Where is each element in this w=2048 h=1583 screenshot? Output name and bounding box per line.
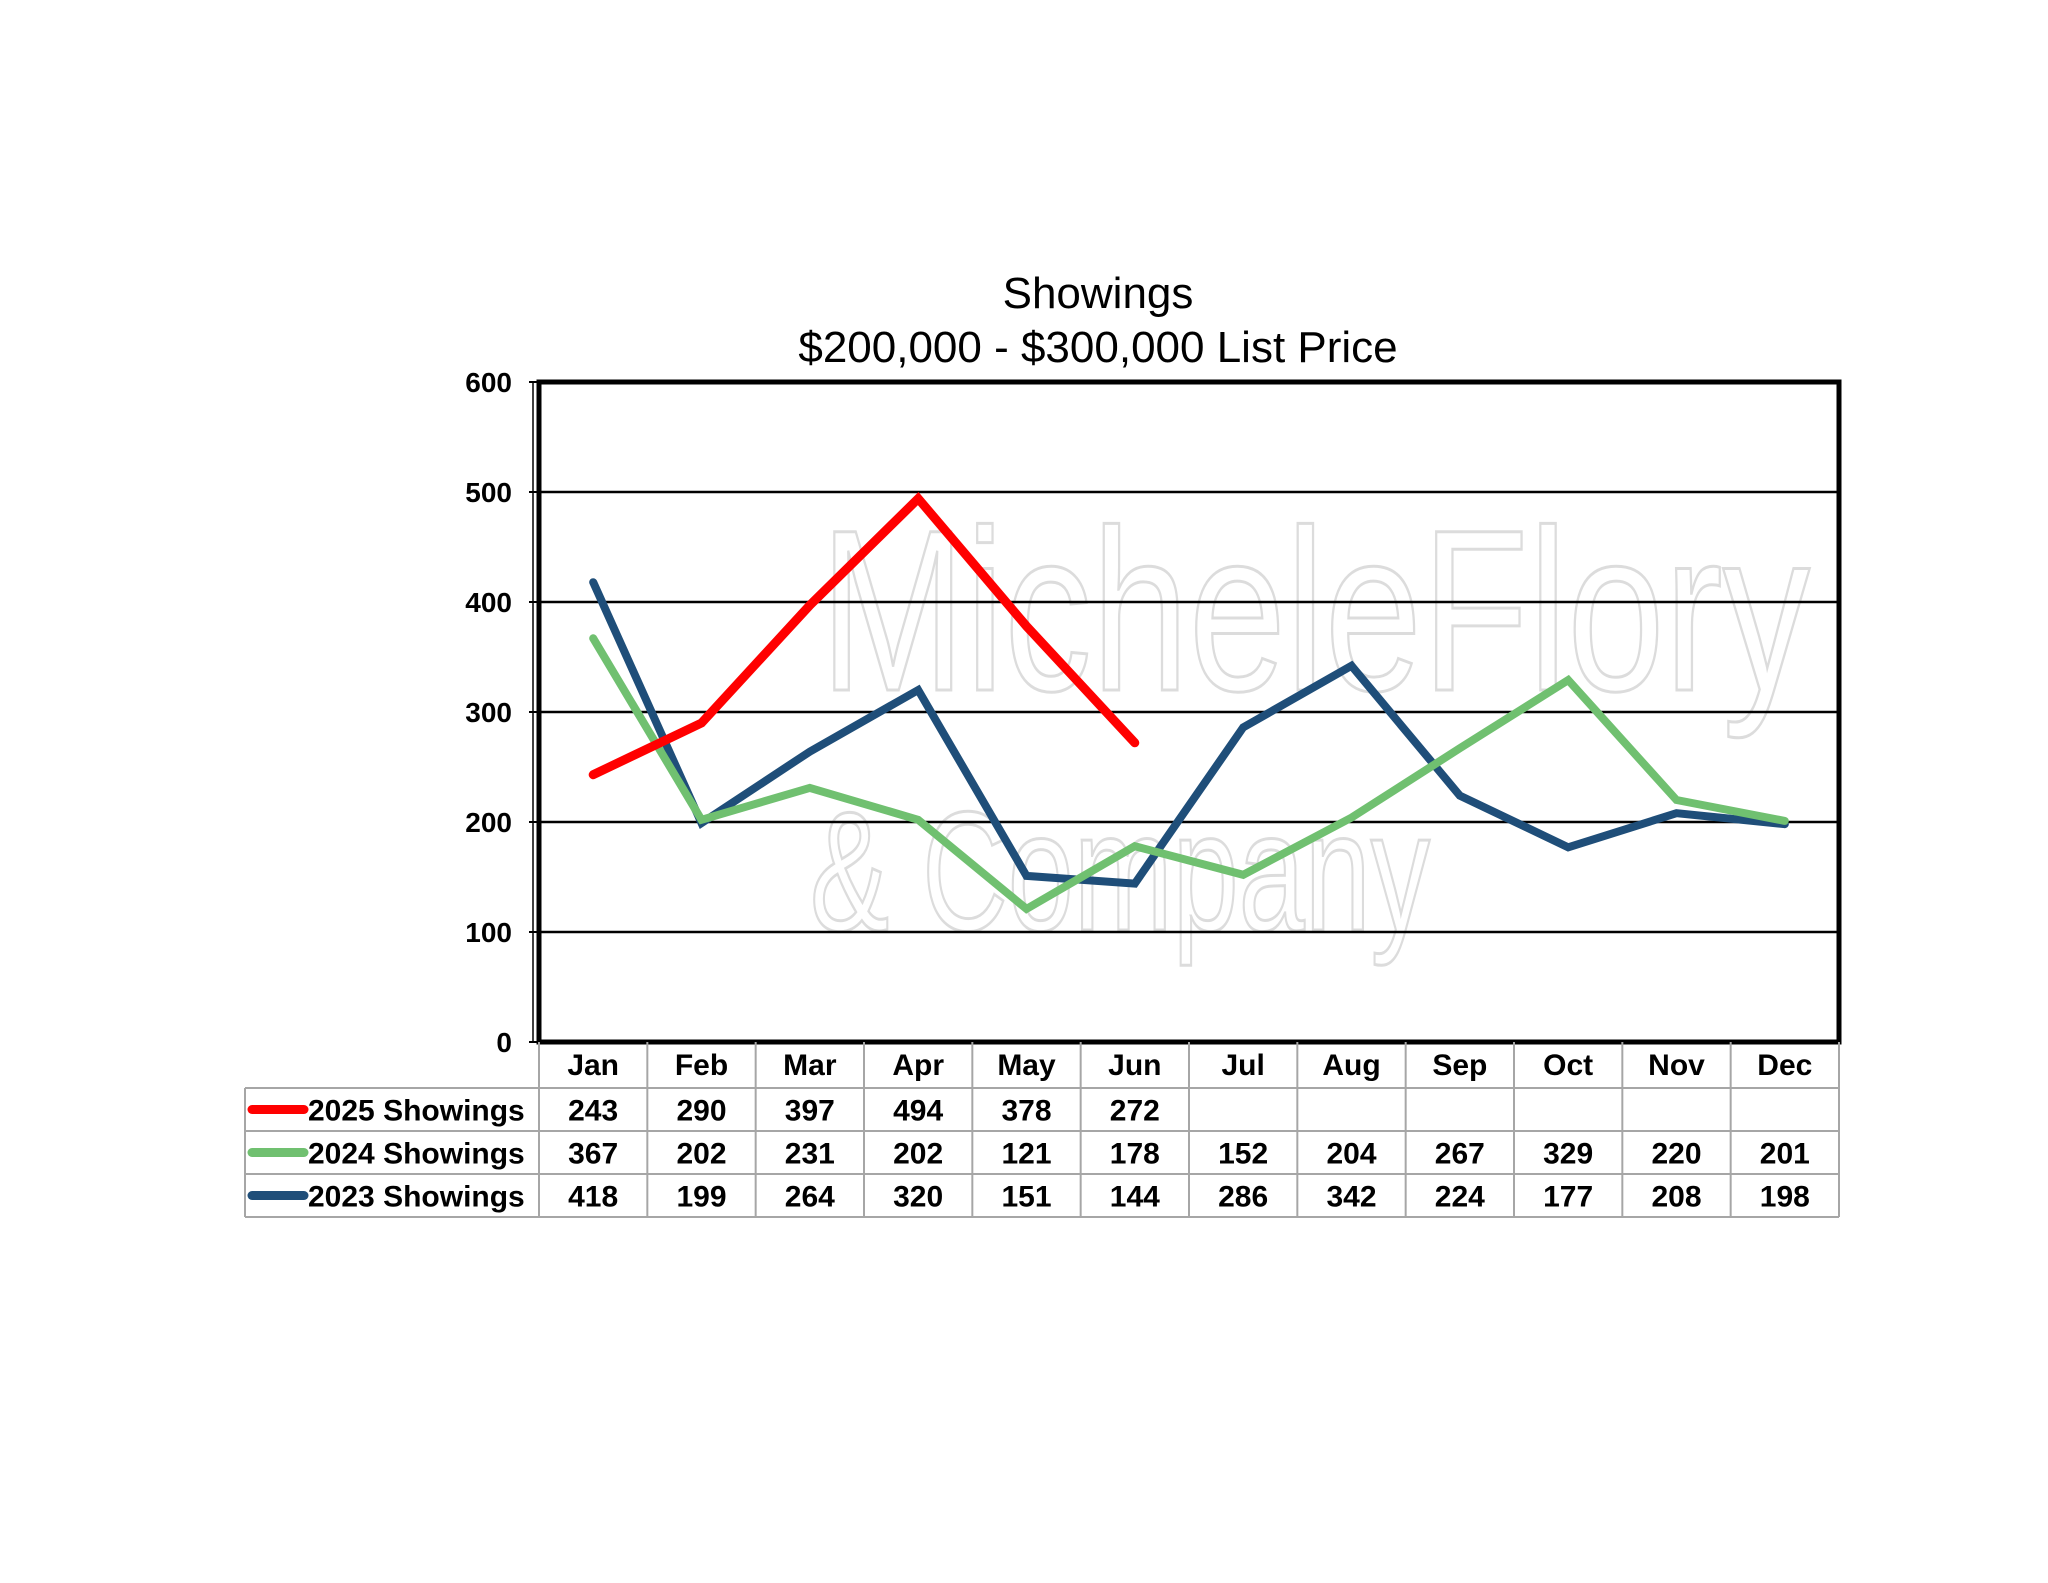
x-tick-label-aug: Aug <box>1322 1049 1380 1082</box>
x-tick-label-jun: Jun <box>1108 1049 1161 1082</box>
table-cell-2023-showings-oct: 177 <box>1543 1181 1593 1214</box>
table-cell-2023-showings-feb: 199 <box>676 1181 726 1214</box>
table-cell-2023-showings-nov: 208 <box>1651 1181 1701 1214</box>
x-tick-label-sep: Sep <box>1432 1049 1487 1082</box>
x-tick-label-apr: Apr <box>892 1049 944 1082</box>
table-cell-2024-showings-mar: 231 <box>785 1138 835 1171</box>
table-cell-2024-showings-dec: 201 <box>1760 1138 1810 1171</box>
x-tick-label-jul: Jul <box>1221 1049 1264 1082</box>
x-tick-label-jan: Jan <box>567 1049 619 1082</box>
legend-label-2025-showings: 2025 Showings <box>308 1095 525 1128</box>
watermark-line1: MicheleFlory <box>820 482 1810 739</box>
x-tick-label-may: May <box>997 1049 1056 1082</box>
x-tick-label-feb: Feb <box>675 1049 728 1082</box>
table-cell-2023-showings-dec: 198 <box>1760 1181 1810 1214</box>
y-tick-label-0: 0 <box>496 1027 512 1058</box>
series-lines <box>588 491 1789 914</box>
table-cell-2025-showings-jun: 272 <box>1110 1095 1160 1128</box>
table-cell-2025-showings-jan: 243 <box>568 1095 618 1128</box>
table-cell-2023-showings-may: 151 <box>1001 1181 1051 1214</box>
watermark-line2: & Company <box>810 777 1430 967</box>
series-line-2025-showings <box>588 491 1140 780</box>
x-tick-label-dec: Dec <box>1757 1049 1812 1082</box>
table-cell-2023-showings-jul: 286 <box>1218 1181 1268 1214</box>
y-tick-label-100: 100 <box>465 917 512 948</box>
y-tick-label-500: 500 <box>465 477 512 508</box>
table-cell-2023-showings-jun: 144 <box>1110 1181 1160 1214</box>
table-cell-2023-showings-apr: 320 <box>893 1181 943 1214</box>
table-cell-2024-showings-sep: 267 <box>1435 1138 1485 1171</box>
table-cell-2023-showings-aug: 342 <box>1326 1181 1376 1214</box>
legend-label-2023-showings: 2023 Showings <box>308 1181 525 1214</box>
x-tick-label-mar: Mar <box>783 1049 837 1082</box>
table-cell-2024-showings-jun: 178 <box>1110 1138 1160 1171</box>
y-axis-labels: 0 100 200 300 400 500 600 <box>465 367 512 1058</box>
table-cell-2024-showings-jul: 152 <box>1218 1138 1268 1171</box>
table-cell-2023-showings-sep: 224 <box>1435 1181 1485 1214</box>
y-tick-label-200: 200 <box>465 807 512 838</box>
y-tick-label-600: 600 <box>465 367 512 398</box>
table-cell-2024-showings-may: 121 <box>1001 1138 1051 1171</box>
table-cell-2023-showings-mar: 264 <box>785 1181 835 1214</box>
data-table: Jan Feb Mar Apr May Jun Jul Aug Sep Oct Nov Dec 2025… <box>244 1042 1840 1218</box>
table-cell-2025-showings-may: 378 <box>1001 1095 1051 1128</box>
table-cell-2024-showings-jan: 367 <box>568 1138 618 1171</box>
table-cell-2025-showings-apr: 494 <box>893 1095 943 1128</box>
chart-title: Showings <box>1003 269 1194 318</box>
table-cell-2025-showings-mar: 397 <box>785 1095 835 1128</box>
x-tick-label-oct: Oct <box>1543 1049 1593 1082</box>
y-tick-label-400: 400 <box>465 587 512 618</box>
table-cell-2024-showings-feb: 202 <box>676 1138 726 1171</box>
table-cell-2023-showings-jan: 418 <box>568 1181 618 1214</box>
table-cell-2024-showings-apr: 202 <box>893 1138 943 1171</box>
chart-subtitle: $200,000 - $300,000 List Price <box>798 323 1397 372</box>
x-tick-label-nov: Nov <box>1648 1049 1705 1082</box>
series-line-2024-showings <box>589 634 1789 914</box>
y-tick-label-300: 300 <box>465 697 512 728</box>
table-cell-2025-showings-feb: 290 <box>676 1095 726 1128</box>
table-cell-2024-showings-nov: 220 <box>1651 1138 1701 1171</box>
watermark: MicheleFlory & Company <box>809 481 1812 969</box>
legend-label-2024-showings: 2024 Showings <box>308 1138 525 1171</box>
series-line-2023-showings <box>589 578 1789 888</box>
grid-lines <box>529 381 1839 1043</box>
table-cell-2024-showings-aug: 204 <box>1326 1138 1376 1171</box>
table-cell-2024-showings-oct: 329 <box>1543 1138 1593 1171</box>
